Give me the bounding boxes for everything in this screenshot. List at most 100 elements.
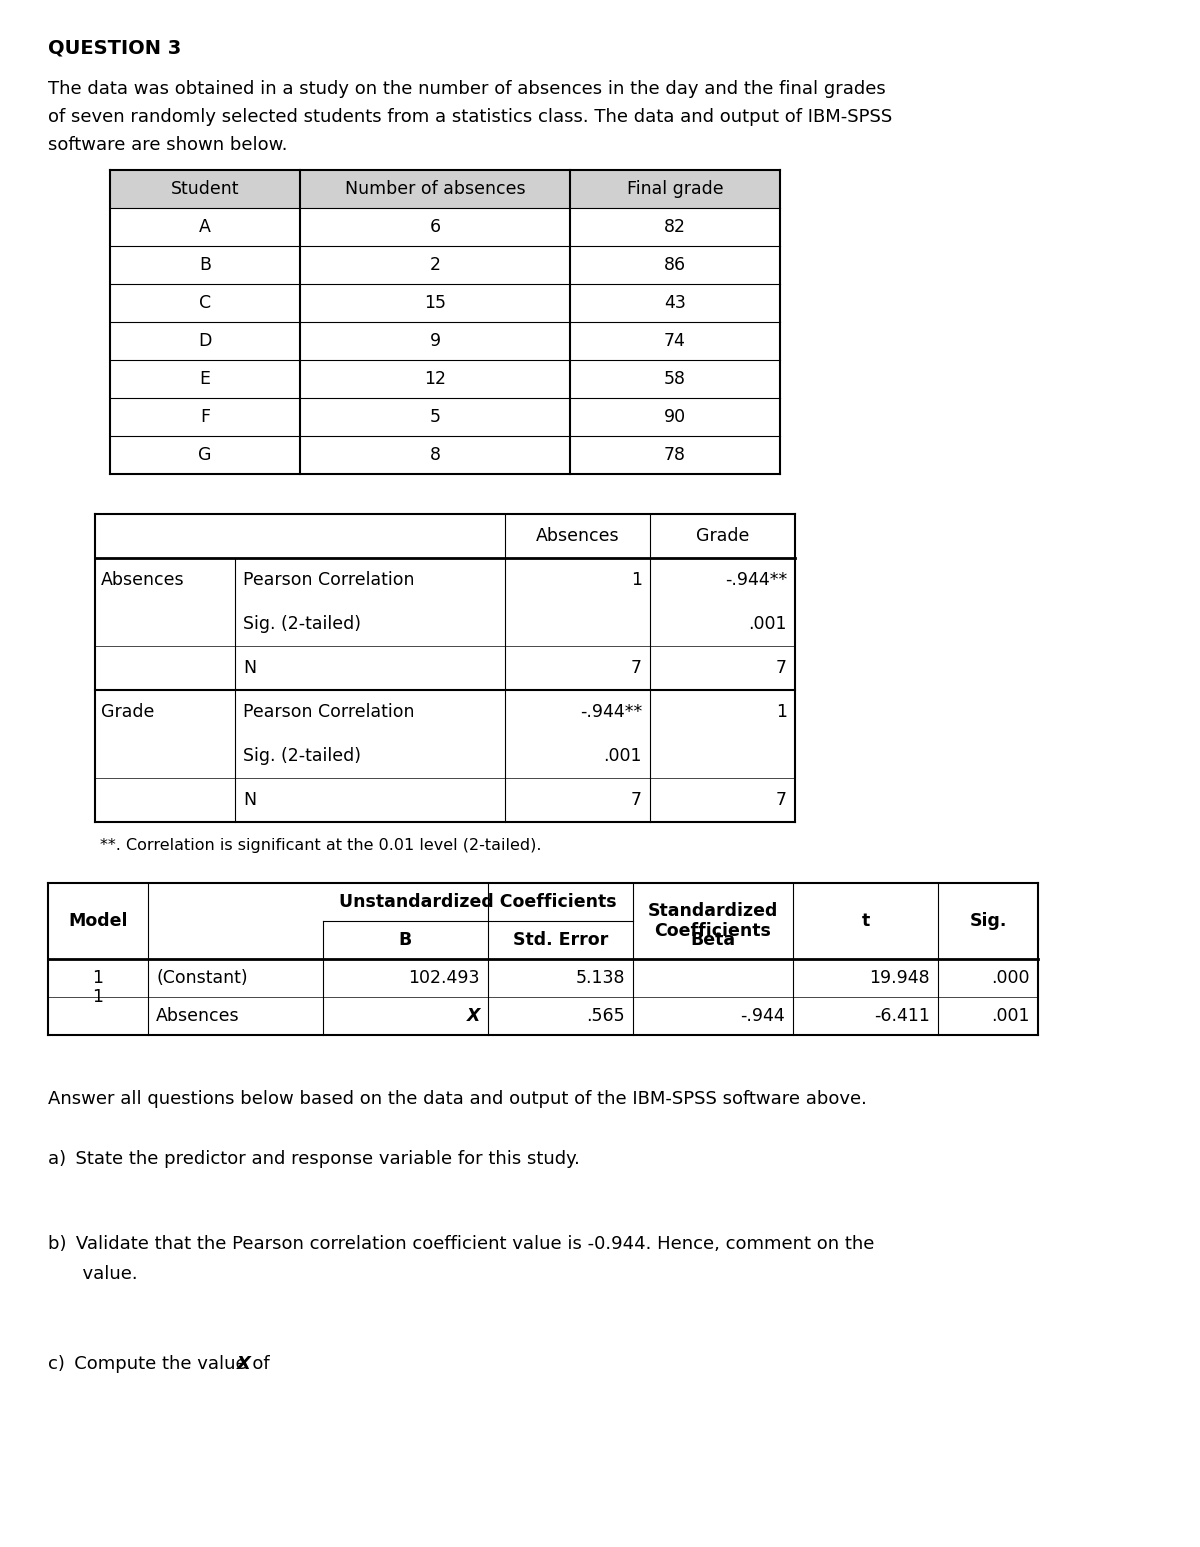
Text: t: t [862,913,870,930]
Bar [235,647,505,690]
Text: 1: 1 [92,968,103,987]
Bar [95,690,235,733]
Text: Absences: Absences [156,1007,240,1026]
Text: b)  Validate that the Pearson correlation coefficient value is -0.944. Hence, co: b) Validate that the Pearson correlation… [48,1235,875,1253]
Bar [300,322,570,360]
Text: N: N [242,791,256,809]
Bar [570,436,780,473]
Text: .001: .001 [604,747,642,766]
Text: Sig. (2-tailed): Sig. (2-tailed) [242,747,361,766]
Bar [570,285,780,322]
Bar [570,207,780,246]
Bar [650,602,796,647]
Text: 1: 1 [776,702,787,721]
Bar [110,285,300,322]
Bar [110,246,300,285]
Bar [95,778,235,821]
Bar [570,170,780,207]
Text: Final grade: Final grade [626,179,724,198]
Text: Standardized
Coefficients: Standardized Coefficients [648,902,778,941]
Text: value.: value. [48,1265,138,1282]
Text: .001: .001 [991,1007,1030,1026]
Text: B: B [199,255,211,274]
Bar [505,690,650,733]
Bar [505,733,650,778]
Bar [650,733,796,778]
Text: of seven randomly selected students from a statistics class. The data and output: of seven randomly selected students from… [48,108,893,125]
Bar [95,602,235,647]
Text: 5: 5 [430,408,440,425]
Bar [300,285,570,322]
Text: **. Correlation is significant at the 0.01 level (2-tailed).: **. Correlation is significant at the 0.… [100,838,541,852]
Bar [110,398,300,436]
Text: 1: 1 [631,571,642,589]
Text: 82: 82 [664,218,686,237]
Bar [570,360,780,398]
Text: .000: .000 [991,968,1030,987]
Bar [95,514,796,558]
Text: Answer all questions below based on the data and output of the IBM-SPSS software: Answer all questions below based on the … [48,1091,866,1108]
Text: -.944**: -.944** [725,571,787,589]
Text: 2: 2 [430,255,440,274]
Bar [235,733,505,778]
Text: 15: 15 [424,294,446,312]
Text: 7: 7 [776,659,787,678]
Bar [650,778,796,821]
Text: X: X [236,1355,251,1374]
Text: A: A [199,218,211,237]
Text: Absences: Absences [535,528,619,545]
Text: Absences: Absences [101,571,185,589]
Text: 78: 78 [664,446,686,464]
Text: c)  Compute the value of: c) Compute the value of [48,1355,275,1374]
Text: 12: 12 [424,370,446,388]
Bar [505,602,650,647]
Bar [505,647,650,690]
Text: 102.493: 102.493 [408,968,480,987]
Text: 8: 8 [430,446,440,464]
Bar [235,690,505,733]
Bar [235,602,505,647]
Bar [95,558,235,602]
Text: Unstandardized Coefficients: Unstandardized Coefficients [340,893,617,911]
Text: .001: .001 [749,616,787,633]
Text: Sig. (2-tailed): Sig. (2-tailed) [242,616,361,633]
Text: 7: 7 [631,791,642,809]
Bar [235,778,505,821]
Text: software are shown below.: software are shown below. [48,136,288,155]
Bar [110,360,300,398]
Bar [95,647,235,690]
Bar [570,322,780,360]
Text: -.944: -.944 [740,1007,785,1026]
Bar [300,170,570,207]
Bar [300,398,570,436]
Bar [48,883,1038,1035]
Text: 6: 6 [430,218,440,237]
Bar [650,690,796,733]
Text: 7: 7 [631,659,642,678]
Text: X: X [467,1007,480,1026]
Text: QUESTION 3: QUESTION 3 [48,39,181,57]
Text: E: E [199,370,210,388]
Bar [235,558,505,602]
Text: 19.948: 19.948 [869,968,930,987]
Text: Beta: Beta [690,931,736,948]
Text: Grade: Grade [101,702,155,721]
Text: Grade: Grade [696,528,749,545]
Text: 7: 7 [776,791,787,809]
Text: 5.138: 5.138 [576,968,625,987]
Bar [570,398,780,436]
Text: F: F [200,408,210,425]
Text: B: B [398,931,412,948]
Text: 58: 58 [664,370,686,388]
Text: -6.411: -6.411 [874,1007,930,1026]
Text: N: N [242,659,256,678]
Bar [110,436,300,473]
Text: 9: 9 [430,333,440,350]
Text: C: C [199,294,211,312]
Text: The data was obtained in a study on the number of absences in the day and the fi: The data was obtained in a study on the … [48,80,886,97]
Bar [570,246,780,285]
Bar [505,558,650,602]
Text: .565: .565 [587,1007,625,1026]
Bar [110,322,300,360]
Bar [300,246,570,285]
